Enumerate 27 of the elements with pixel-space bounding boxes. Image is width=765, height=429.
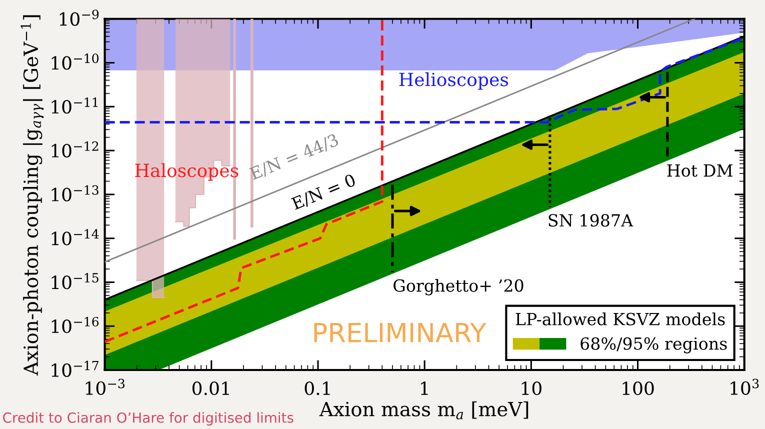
x-tick-label: 10$^{−3}$: [86, 378, 125, 395]
legend-title: LP-allowed KSVZ models: [516, 312, 725, 326]
y-tick-label: 10$^{−16}$: [52, 316, 99, 334]
x-tick-label: 10$^{3}$: [730, 378, 759, 395]
annotation: Gorghetto+ ’20: [394, 278, 524, 296]
y-axis-title: Axion-photon coupling |g$_{aγγ}$| [GeV$^{−1}$]: [20, 15, 44, 376]
y-tick-label: 10$^{−9}$: [60, 10, 99, 26]
y-tick-label: 10$^{−15}$: [52, 273, 98, 290]
annotation: Hot DM: [667, 164, 732, 177]
y-tick-label: 10$^{−17}$: [52, 360, 98, 377]
x-tick-label: 10: [522, 381, 542, 396]
annotation: Haloscopes: [135, 163, 238, 181]
x-tick-label: 0.01: [192, 381, 229, 396]
y-tick-label: 10$^{−13}$: [52, 185, 98, 202]
y-tick-label: 10$^{−14}$: [52, 229, 99, 246]
annotation: SN 1987A: [548, 214, 634, 227]
x-tick-label: 0.1: [304, 381, 330, 396]
annotation: PRELIMINARY: [314, 322, 486, 342]
y-tick-label: 10$^{−10}$: [52, 54, 99, 70]
legend-label: 68%/95% regions: [580, 337, 727, 354]
y-tick-label: 10$^{−12}$: [52, 141, 98, 158]
y-tick-label: 10$^{−11}$: [52, 97, 98, 114]
x-tick-label: 1: [421, 381, 428, 395]
text: Credit to Ciaran O’Hare for digitised limits: [3, 412, 294, 426]
x-tick-label: 100: [622, 381, 654, 396]
annotation: Helioscopes: [399, 72, 508, 90]
x-axis-title: Axion mass m$_{a}$ [meV]: [319, 401, 528, 420]
